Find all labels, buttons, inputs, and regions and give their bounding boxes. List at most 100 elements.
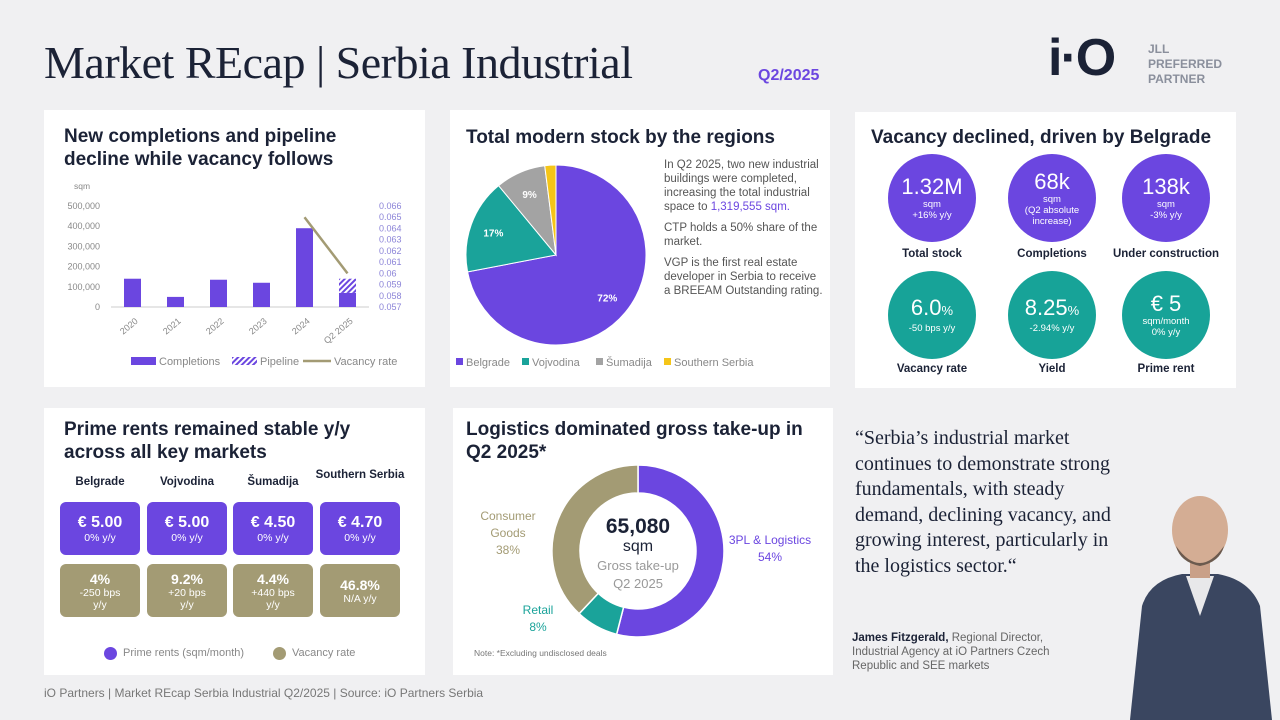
legend-swatch (664, 358, 671, 365)
legend-label: Vacancy rate (292, 647, 356, 659)
bar (253, 282, 270, 307)
period: Q2/2025 (758, 67, 820, 84)
kpi-detail: sqm/month (1142, 316, 1190, 327)
beard (1176, 546, 1224, 566)
y-tick-label: 200,000 (67, 262, 100, 272)
bar (339, 292, 356, 307)
kpi-value: 8.25% (1025, 296, 1079, 323)
paragraph: CTP holds a 50% share of the market. (664, 222, 818, 248)
kpi-circle: 8.25% -2.94% y/y (1008, 271, 1096, 359)
bar (296, 228, 313, 307)
kpi-number: 68k (1034, 168, 1070, 194)
category-label: Retail (522, 603, 554, 617)
pie-slice (465, 184, 557, 273)
pie-slice (467, 164, 647, 346)
bar (210, 279, 227, 307)
card-title: Prime rents remained stable y/y across a… (64, 419, 351, 463)
legend-label: Pipeline (260, 356, 299, 368)
card-title: Logistics dominated gross take-up in Q2 … (466, 419, 803, 463)
rent-box: € 5.00 0% y/y (147, 502, 227, 555)
vacancy-box: 46.8% N/A y/y (320, 564, 400, 617)
center-text: 65,080 (606, 515, 670, 538)
x-tick-label: 2024 (290, 316, 312, 337)
y2-tick-label: 0.06 (379, 268, 397, 278)
kpi-value: 6.0% (911, 296, 953, 323)
legend-dot (273, 647, 286, 660)
kpi-circle: 6.0% -50 bps y/y (888, 271, 976, 359)
legend-label: Belgrade (466, 357, 510, 369)
rent-value: € 5.00 (77, 513, 123, 531)
legend-swatch (522, 358, 529, 365)
kpi-detail: sqm (1043, 193, 1061, 205)
donut-slice (551, 464, 639, 615)
page-title: Market REcap | Serbia Industrial (44, 37, 633, 88)
legend-label: Vacancy rate (334, 356, 397, 368)
x-tick-label: Q2 2025 (322, 316, 355, 346)
author-role: Regional Director, Industrial Agency at … (852, 632, 1050, 672)
kpi-detail: (Q2 absolute increase) (1024, 204, 1080, 227)
x-tick-label: 2021 (161, 316, 183, 337)
market-label: Vojvodina (159, 476, 215, 488)
kpi-number: € 5 (1150, 291, 1182, 316)
vacancy-change: -250 bps y/y (79, 586, 121, 611)
kpi-label: Vacancy rate (896, 363, 968, 375)
card-title: New completions and pipeline decline whi… (64, 126, 337, 170)
category-label: Consumer Goods (480, 509, 536, 540)
slice-label: 3PL & Logistics 54% (715, 532, 825, 566)
kpi-detail: -2.94% y/y (1029, 323, 1075, 334)
kpi-circle: 1.32M sqm +16% y/y (888, 154, 976, 242)
partner-text: JLL PREFERRED PARTNER (1148, 42, 1223, 86)
kpi-detail: sqm (1157, 199, 1175, 210)
legend-label: Šumadija (606, 356, 653, 369)
kpi-circle: 68k sqm (Q2 absolute increase) (1008, 154, 1096, 242)
vacancy-box: 4.4% +440 bps y/y (233, 564, 313, 617)
y2-tick-label: 0.058 (379, 291, 402, 301)
quote: “Serbia’s industrial market continues to… (855, 427, 1111, 577)
kpi-label: Total stock (902, 248, 962, 260)
legend-label: Vojvodina (532, 357, 581, 369)
highlight: 1,319,555 sqm. (710, 201, 790, 213)
shirt (1186, 576, 1214, 616)
pie-slice (544, 164, 557, 256)
rent-change: 0% y/y (171, 531, 203, 544)
y2-tick-label: 0.066 (379, 201, 402, 211)
market-label: Belgrade (75, 476, 125, 488)
value-label: 38% (495, 543, 521, 557)
category-label: 3PL & Logistics (728, 533, 812, 547)
rent-box: € 4.70 0% y/y (320, 502, 400, 555)
y2-tick-label: 0.057 (379, 302, 402, 312)
slice-label: Consumer Goods 38% (472, 508, 544, 559)
kpi-value: 138k (1142, 175, 1190, 199)
card-title: Vacancy declined, driven by Belgrade (871, 127, 1212, 148)
value-label: 17% (483, 228, 503, 239)
suit (1130, 574, 1272, 720)
head (1172, 496, 1228, 564)
center-text: Gross take-up (597, 558, 679, 573)
rent-value: € 4.70 (337, 513, 383, 531)
vacancy-box: 4% -250 bps y/y (60, 564, 140, 617)
paragraph: In Q2 2025, two new industrial buildings… (664, 158, 824, 214)
legend-dot (104, 647, 117, 660)
value-label: 54% (757, 550, 783, 564)
legend-swatch (456, 358, 463, 365)
value-label: 8% (529, 620, 547, 634)
y-tick-label: 500,000 (67, 201, 100, 211)
kpi-value: € 5 (1151, 292, 1182, 316)
market-label: Southern Serbia (315, 469, 405, 481)
kpi-detail: +16% y/y (912, 210, 952, 221)
vacancy-change: +20 bps y/y (168, 586, 206, 611)
y2-tick-label: 0.064 (379, 223, 402, 233)
vacancy-value: 9.2% (171, 570, 203, 587)
kpi-number: 8.25 (1024, 295, 1068, 320)
text: In Q2 2025, two new industrial buildings… (664, 159, 819, 213)
kpi-detail: -50 bps y/y (908, 323, 956, 334)
vacancy-box: 9.2% +20 bps y/y (147, 564, 227, 617)
legend-label: Prime rents (sqm/month) (123, 647, 245, 659)
note: Note: *Excluding undisclosed deals (474, 648, 607, 658)
y-tick-label: 0 (95, 302, 100, 312)
y2-tick-label: 0.065 (379, 212, 402, 222)
kpi-number: 1.32M (901, 174, 963, 199)
kpi-label: Under construction (1112, 248, 1220, 260)
y2-tick-label: 0.059 (379, 280, 402, 290)
